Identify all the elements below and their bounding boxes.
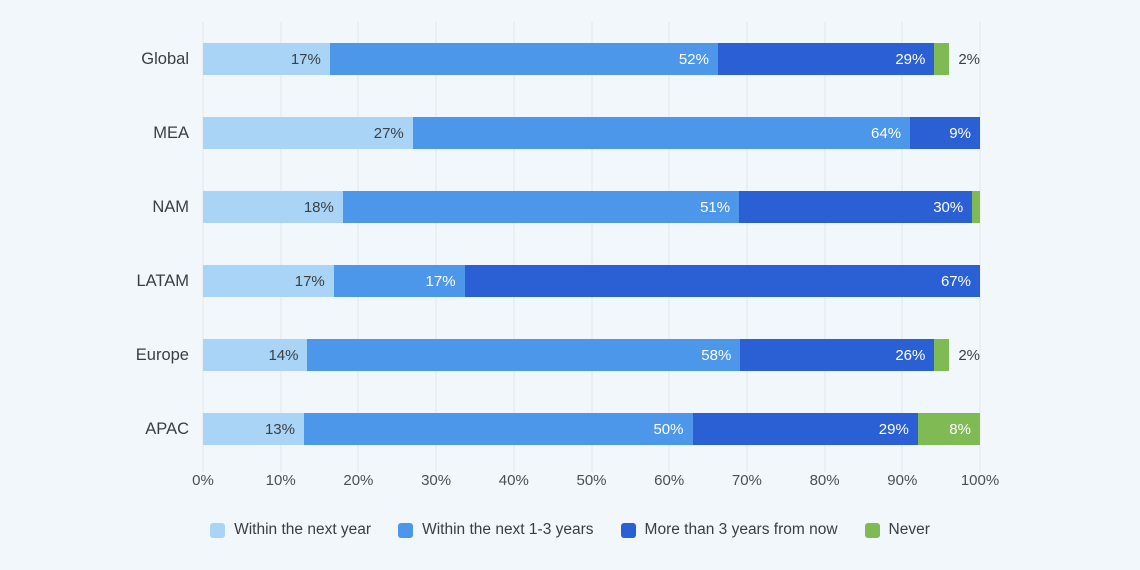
bar-row: NAM 18% 51% 30% [152,170,980,244]
x-axis: 0% 10% 20% 30% 40% 50% 60% 70% 80% 90% 100% [192,472,999,492]
x-axis-tick-label: 90% [887,472,918,489]
segment-value-label: 29% [895,50,926,68]
stacked-bar: 18% 51% 30% [203,191,980,223]
segment-value-label: 13% [264,420,295,438]
segment-value-label: 67% [940,272,971,290]
gridline [280,22,282,472]
segment-value-label: 17% [290,50,321,68]
bar-row: MEA 27% 64% 9% [153,96,980,170]
bar-segment: 8% [917,413,980,445]
x-axis-tick-label: 40% [498,472,529,489]
stacked-bar: 14% 58% 26% [203,339,950,371]
bar-segment: 30% [739,191,973,223]
bar-segment [934,339,950,371]
legend-item: Within the next year [210,521,371,539]
bar-segment: 64% [412,117,911,149]
legend-item: Within the next 1-3 years [398,521,594,539]
legend-item: Never [864,521,930,539]
x-axis-tick-label: 80% [809,472,840,489]
legend-swatch [620,522,636,538]
gridline [668,22,670,472]
segment-value-label: 18% [303,198,334,216]
segment-value-label: 9% [949,124,971,142]
x-axis-tick-label: 100% [960,472,1000,489]
segment-value-label: 29% [878,420,909,438]
bar-segment: 67% [464,265,980,297]
bar-segment: 17% [203,43,330,75]
gridline [746,22,748,472]
bar-row: Global 17% 52% 29% 2% [141,22,980,96]
stacked-bar: 17% 17% 67% [203,265,980,297]
bar-row: APAC 13% 50% 29% 8% [145,392,980,466]
stacked-bar: 17% 52% 29% [203,43,950,75]
bar-segment: 13% [203,413,304,445]
x-axis-tick-label: 0% [192,472,214,489]
bar-segment: 58% [307,339,741,371]
bar-segment: 50% [304,413,693,445]
bar-segment: 17% [333,265,465,297]
segment-value-label: 58% [701,346,732,364]
region-label: Europe [135,345,189,364]
legend-label: More than 3 years from now [644,521,838,538]
legend-swatch [864,522,880,538]
segment-value-label: 52% [678,50,709,68]
legend-swatch [210,522,226,538]
segment-value-label: 8% [949,420,971,438]
segment-value-label: 51% [700,198,731,216]
gridline [357,22,359,472]
plot-area: Global 17% 52% 29% 2% MEA 27% 64% 9% NAM 18% 51% 30%… [136,22,981,472]
segment-value-label: 30% [933,198,964,216]
bar-segment: 51% [342,191,740,223]
bar-row: LATAM 17% 17% 67% [136,244,980,318]
bar-segment [934,43,950,75]
region-label: MEA [153,123,189,142]
x-axis-tick-label: 60% [654,472,685,489]
legend-label: Within the next 1-3 years [422,521,594,538]
legend-label: Within the next year [234,521,372,538]
region-label: NAM [152,197,189,216]
bar-segment: 29% [717,43,935,75]
region-label: APAC [145,419,189,438]
segment-outside-value-label: 2% [958,50,980,68]
x-axis-tick-label: 70% [731,472,762,489]
segment-value-label: 17% [425,272,456,290]
segment-outside-value-label: 2% [958,346,980,364]
gridline [824,22,826,472]
bar-segment [972,191,980,223]
segment-value-label: 64% [871,124,902,142]
gridline [513,22,515,472]
gridline [591,22,592,472]
x-axis-tick-label: 50% [576,472,607,489]
legend-item: More than 3 years from now [620,521,838,539]
bar-segment: 29% [692,413,918,445]
gridline [202,22,204,472]
region-label: LATAM [136,271,189,290]
bar-segment: 9% [910,117,980,149]
segment-value-label: 27% [373,124,404,142]
segment-value-label: 26% [895,346,926,364]
stacked-bar: 13% 50% 29% 8% [203,413,980,445]
bar-segment: 14% [203,339,308,371]
bar-segment: 52% [329,43,718,75]
gridline [979,22,981,472]
legend-label: Never [888,521,930,538]
x-axis-tick-label: 10% [265,472,296,489]
segment-value-label: 17% [294,272,325,290]
segment-value-label: 50% [653,420,684,438]
legend: Within the next year Within the next 1-3 … [0,521,1140,539]
x-axis-tick-label: 20% [343,472,374,489]
bar-row: Europe 14% 58% 26% 2% [136,318,980,392]
bar-segment: 27% [203,117,413,149]
bar-segment: 18% [203,191,343,223]
gridline [435,22,437,472]
gridline [901,22,903,472]
segment-value-label: 14% [268,346,299,364]
bar-segment: 26% [740,339,935,371]
x-axis-tick-label: 30% [421,472,452,489]
stacked-bar: 27% 64% 9% [203,117,980,149]
region-label: Global [141,49,189,68]
bar-segment: 17% [203,265,334,297]
legend-swatch [398,522,414,538]
